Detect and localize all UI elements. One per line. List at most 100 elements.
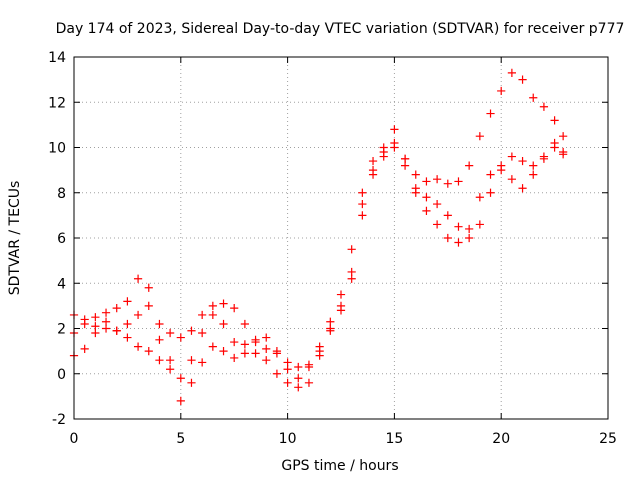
data-point [539,154,549,163]
data-point [91,322,100,331]
data-point [486,170,495,179]
data-point [101,324,111,333]
data-point [144,347,153,356]
data-point [166,365,175,374]
data-point [240,340,249,349]
data-point [80,319,89,329]
data-point [422,193,431,202]
data-point [198,310,207,320]
data-point [294,362,303,372]
data-point [443,211,452,220]
data-point [230,337,239,347]
y-tick-label: 2 [57,322,66,338]
data-point [272,347,282,356]
data-point [326,317,335,326]
data-point [475,132,484,141]
y-tick-label: 14 [48,50,66,66]
x-tick-label: 0 [70,431,79,447]
data-point [422,177,431,186]
x-tick-label: 25 [599,431,617,447]
data-point [133,274,143,283]
data-point [208,301,217,310]
x-tick-label: 15 [385,431,403,447]
data-point [198,328,207,338]
data-point [347,267,356,277]
data-point [187,356,196,365]
data-point [123,297,132,306]
data-point [208,310,217,320]
data-series [69,68,568,405]
y-axis-label: SDTVAR / TECUs [7,181,23,296]
data-point [262,344,271,353]
data-point [550,138,559,148]
data-point [166,328,175,338]
data-point [358,188,367,197]
data-point [559,132,568,141]
data-point [176,396,185,405]
series-track-a [69,68,568,372]
data-point [176,374,185,383]
data-point [166,356,175,365]
x-axis-label: GPS time / hours [281,458,398,474]
data-point [443,179,452,188]
data-point [155,319,164,329]
data-point [400,154,410,163]
data-point [251,337,260,347]
data-point [283,365,292,374]
data-point [358,199,367,209]
data-point [559,147,568,157]
data-point [379,152,388,161]
y-tick-label: 12 [48,95,66,111]
data-point [155,335,164,344]
data-point [112,326,121,335]
data-point [133,342,143,351]
data-point [518,184,527,193]
data-point [240,319,249,329]
data-point [133,310,143,320]
data-point [198,358,207,367]
data-point [497,161,506,170]
data-point [187,326,196,335]
data-point [208,342,217,351]
data-point [187,378,196,387]
data-point [486,109,495,118]
data-point [219,299,228,308]
x-tick-label: 10 [279,431,297,447]
data-point [294,383,303,392]
data-point [272,369,282,378]
data-point [347,274,356,283]
data-point [123,319,132,329]
data-point [539,102,549,111]
data-point [304,378,314,387]
data-point [529,170,538,179]
data-point [336,306,346,315]
grid-lines [74,57,608,419]
data-point [219,347,228,356]
data-point [454,222,463,231]
data-point [433,175,442,184]
data-point [347,245,356,254]
data-point [475,220,484,229]
data-point [304,362,314,372]
data-point [507,175,516,184]
data-point [497,86,506,96]
data-point [529,93,538,102]
y-tick-labels: -2 0 2 4 6 8 10 12 14 [48,50,66,428]
data-point [411,170,420,179]
series-track-c [69,138,568,405]
data-point [251,349,260,358]
data-point [91,328,100,338]
y-tick-label: 8 [57,186,66,202]
data-point [465,233,474,243]
y-tick-label: -2 [52,412,66,428]
data-point [155,356,164,365]
data-point [315,351,324,360]
data-point [475,193,484,202]
data-point [529,161,538,170]
data-point [230,304,239,313]
data-point [507,152,516,161]
data-point [336,290,346,299]
x-tick-label: 5 [176,431,185,447]
data-point [112,304,121,313]
